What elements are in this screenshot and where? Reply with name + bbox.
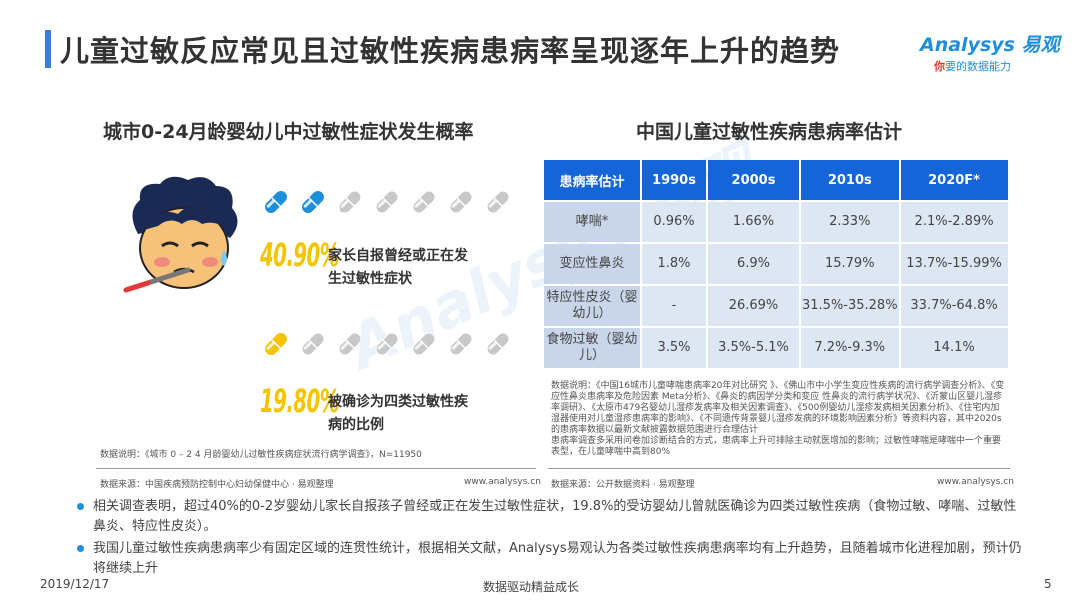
table-cell: 31.5%-35.28% [801,286,899,326]
left-divider [96,468,536,469]
capsule-icon [441,182,481,222]
table-cell: 3.5%-5.1% [708,328,799,368]
page-title: 儿童过敏反应常见且过敏性疾病患病率呈现逐年上升的趋势 [60,34,841,68]
capsule-icon [404,182,444,222]
table-row-header: 食物过敏（婴幼儿） [544,328,640,368]
bullet-item: 相关调查表明，超过40%的0-2岁婴幼儿家长自报孩子曾经或正在发生过敏性症状，1… [75,497,1025,537]
right-section-title: 中国儿童过敏性疾病患病率估计 [636,121,903,143]
table-cell: 7.2%-9.3% [801,328,899,368]
right-site: www.analysys.cn [937,477,1014,487]
table-row: 哮喘* 0.96% 1.66% 2.33% 2.1%-2.89% [544,202,1008,242]
brand-logo: Analysys 易观 你要的数据能力 [920,30,1060,73]
capsule-icon [330,182,370,222]
capsule-icon [330,324,370,364]
left-data-note: 数据说明：《城市 0 – 2 4 月龄婴幼儿过敏性疾病症状流行病学调查》，N=1… [100,450,422,460]
stat1-value: 40.90% [260,236,340,274]
capsule-icon [293,182,333,222]
left-site: www.analysys.cn [464,477,541,487]
table-header: 1990s [642,160,706,200]
table-header-row: 患病率估计 1990s 2000s 2010s 2020F* [544,160,1008,200]
stat2-desc: 被确诊为四类过敏性疾病的比例 [328,394,468,433]
footer-slogan: 数据驱动精益成长 [483,580,580,594]
title-accent-bar [45,30,51,68]
table-cell: 15.79% [801,244,899,284]
table-cell: 1.66% [708,202,799,242]
right-data-note: 数据说明：《中国16城市儿童哮喘患病率20年对比研究 》、《佛山市中小学生变应性… [551,381,1005,457]
capsule-icon [404,324,444,364]
table-cell: - [642,286,706,326]
table-header: 2010s [801,160,899,200]
table-cell: 6.9% [708,244,799,284]
table-row-header: 哮喘* [544,202,640,242]
capsule-icon [478,324,518,364]
table-cell: 13.7%-15.99% [900,244,1008,284]
capsule-icon [367,182,407,222]
table-header: 患病率估计 [544,160,640,200]
summary-bullets: 相关调查表明，超过40%的0-2岁婴幼儿家长自报孩子曾经或正在发生过敏性症状，1… [75,497,1025,581]
capsule-icon [478,182,518,222]
pill-row-2 [262,330,512,358]
right-divider [548,468,1010,469]
table-cell: 26.69% [708,286,799,326]
prevalence-table: 患病率估计 1990s 2000s 2010s 2020F* 哮喘* 0.96% 1… [542,158,1010,370]
capsule-icon [367,324,407,364]
sick-child-illustration [118,172,248,302]
brand-name: Analysys 易观 [920,34,1060,56]
left-section-title: 城市0-24月龄婴幼儿中过敏性症状发生概率 [103,121,474,143]
table-header: 2000s [708,160,799,200]
table-cell: 0.96% [642,202,706,242]
pill-row-1 [262,188,512,216]
table-cell: 33.7%-64.8% [900,286,1008,326]
table-cell: 3.5% [642,328,706,368]
left-source: 数据来源：中国疾病预防控制中心妇幼保健中心 · 易观整理 [100,480,334,490]
table-cell: 14.1% [900,328,1008,368]
bullet-item: 我国儿童过敏性疾病患病率少有固定区域的连贯性统计，根据相关文献，Analysys… [75,539,1025,579]
table-row: 食物过敏（婴幼儿） 3.5% 3.5%-5.1% 7.2%-9.3% 14.1% [544,328,1008,368]
capsule-icon [256,324,296,364]
footer-date: 2019/12/17 [40,577,110,591]
table-row: 特应性皮炎（婴幼儿） -26.69% 31.5%-35.28% 33.7%-64.8% [544,286,1008,326]
table-cell: 1.8% [642,244,706,284]
table-cell: 2.33% [801,202,899,242]
table-cell: 2.1%-2.89% [900,202,1008,242]
table-row-header: 特应性皮炎（婴幼儿） [544,286,640,326]
table-header: 2020F* [900,160,1008,200]
capsule-icon [293,324,333,364]
table-row: 变应性鼻炎 1.8% 6.9% 15.79% 13.7%-15.99% [544,244,1008,284]
capsule-icon [256,182,296,222]
table-row-header: 变应性鼻炎 [544,244,640,284]
brand-slogan: 你要的数据能力 [934,60,1011,73]
right-source: 数据来源：公开数据资料 · 易观整理 [551,480,695,490]
page-number: 5 [1044,577,1052,591]
stat1-desc: 家长自报曾经或正在发生过敏性症状 [328,248,468,287]
capsule-icon [441,324,481,364]
stat2-value: 19.80% [260,382,340,420]
